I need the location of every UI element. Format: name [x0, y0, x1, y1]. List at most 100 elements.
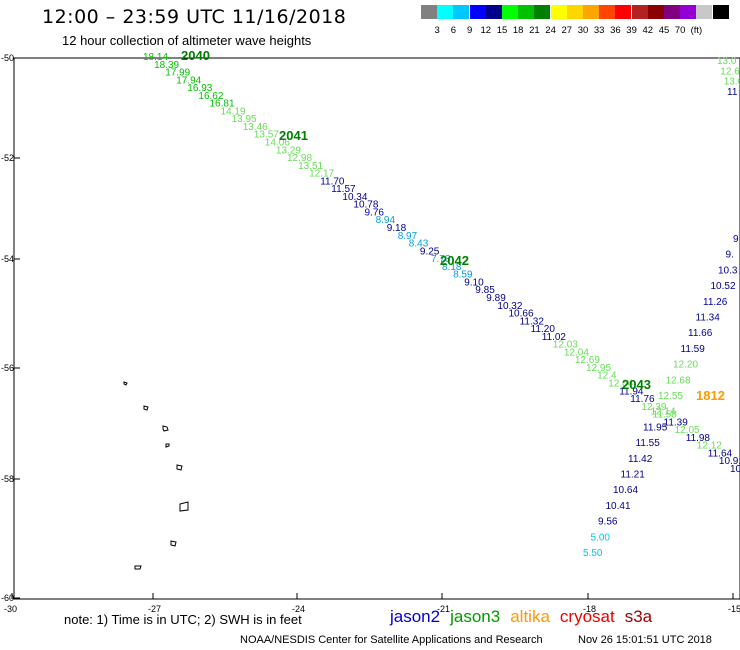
wave-height-label: 10.34 [342, 192, 367, 203]
wave-height-label: 11.39 [664, 417, 689, 428]
wave-height-label: 17.99 [165, 68, 190, 79]
legend-swatch [583, 5, 599, 19]
satellite-legend: jason2 jason3 altika cryosat s3a [390, 607, 662, 627]
pass-time-labels: 2040 2041 2042 2043 1812 [181, 48, 725, 403]
wave-height-label: 11.55 [636, 438, 661, 449]
wave-height-label: 8.18 [442, 262, 462, 273]
legend-swatch [502, 5, 518, 19]
satellite-name: altika [510, 607, 550, 626]
wave-height-label: 18.39 [154, 60, 179, 71]
island-5 [176, 464, 183, 471]
y-tick-label: -52 [1, 153, 14, 163]
legend-label: 18 [512, 25, 524, 36]
wave-height-label: 10.32 [497, 301, 522, 312]
pass-time-label: 1812 [696, 388, 725, 403]
wave-height-label: 12.17 [309, 169, 334, 180]
x-tick-label: -21 [437, 604, 450, 614]
legend-label: 30 [577, 25, 589, 36]
legend-label: 70 [674, 25, 686, 36]
wave-height-label: 12.55 [658, 391, 683, 402]
wave-height-label: 8.59 [453, 270, 473, 281]
x-tick-label: -30 [4, 604, 17, 614]
wave-height-label: 12.98 [287, 153, 312, 164]
wave-height-label: 11.34 [696, 313, 721, 324]
wave-height-label: 11.98 [686, 433, 711, 444]
wave-height-label: 11.58 [653, 410, 678, 421]
wave-height-label: 13.95 [232, 114, 257, 125]
pass-time-label: 2041 [279, 128, 308, 143]
legend-swatch [566, 5, 583, 19]
map-subtitle: 12 hour collection of altimeter wave hei… [62, 33, 312, 48]
wave-height-label: 12.69 [575, 355, 600, 366]
y-tick-label: -58 [1, 474, 14, 484]
wave-height-label: 12.20 [673, 360, 698, 371]
wave-height-label: 10.52 [711, 281, 736, 292]
wave-height-label: 12.03 [553, 340, 578, 351]
wave-height-label: 13.29 [276, 145, 301, 156]
wave-height-label: 12.39 [641, 402, 666, 413]
wave-height-label: 5.50 [583, 548, 603, 559]
legend-label: 12 [480, 25, 492, 36]
wave-height-label: 9.18 [387, 223, 407, 234]
legend-label: (ft) [690, 25, 703, 36]
island-3 [162, 425, 169, 432]
legend-swatch [647, 5, 664, 19]
map-title: 12:00 – 23:59 UTC 11/16/2018 [42, 6, 347, 28]
legend-label: 21 [529, 25, 540, 36]
y-tick-label: -50 [1, 53, 14, 63]
wave-height-label: 10.66 [509, 309, 534, 320]
wave-height-label: 12.6 [720, 66, 740, 77]
legend-label: 6 [450, 25, 457, 36]
island-outlines [123, 381, 189, 570]
wave-height-label: 11.32 [520, 316, 545, 327]
legend-swatch [664, 5, 680, 19]
legend-label: 27 [561, 25, 573, 36]
wave-height-label: 12.04 [564, 347, 589, 358]
legend-label: 3 [434, 25, 440, 36]
wave-height-label: 12.68 [666, 375, 691, 386]
legend-label: 24 [545, 25, 556, 36]
wave-height-label: 8.43 [409, 239, 429, 250]
wave-height-label: 11.42 [628, 454, 653, 465]
wave-height-label: 9.56 [598, 517, 618, 528]
wave-height-label: 13.0 [717, 56, 737, 67]
legend-swatch [518, 5, 535, 19]
wave-height-label: 14.19 [221, 106, 246, 117]
track-jason-ascending: 5.505.009.5610.4110.6411.2111.4211.5511.… [583, 234, 739, 559]
wave-height-label: 12.05 [675, 425, 700, 436]
legend-swatch [680, 5, 697, 19]
wave-height-label: 11.94 [619, 386, 644, 397]
track-edge-partial: 13.012.613.611 [717, 56, 740, 98]
legend-swatch [421, 5, 437, 19]
island-1 [123, 381, 128, 386]
legend-swatch [453, 5, 470, 19]
wave-height-label: 11.76 [630, 394, 655, 405]
wave-height-label: 8.94 [376, 215, 396, 226]
wave-height-label: 13.57 [254, 130, 279, 141]
wave-height-label: 7.73 [431, 254, 451, 265]
legend-label: 9 [466, 25, 473, 36]
legend-swatch [469, 5, 486, 19]
wave-height-label: 10.64 [613, 485, 638, 496]
legend-swatch [550, 5, 567, 19]
island-2 [143, 405, 149, 411]
legend-swatch [696, 5, 713, 19]
island-6 [179, 501, 189, 512]
y-tick-label: -56 [1, 363, 14, 373]
wave-height-label: 16.81 [210, 99, 235, 110]
y-tick-label: -54 [1, 254, 14, 264]
wave-height-label: 9.85 [475, 285, 495, 296]
legend-label: 15 [496, 25, 508, 36]
wave-height-label: 18.14 [143, 52, 168, 63]
wave-height-label: 12.14 [651, 407, 676, 418]
y-tick-label: -60 [1, 593, 14, 603]
wave-height-label: 12.4 [597, 371, 617, 382]
footer-timestamp: Nov 26 15:01:51 UTC 2018 [578, 634, 712, 646]
wave-height-label: 5.00 [591, 532, 611, 543]
wave-height-label: 14.06 [265, 138, 290, 149]
wave-height-label: 9 [733, 234, 739, 245]
satellite-name: jason2 [390, 607, 441, 626]
legend-swatch [437, 5, 454, 19]
satellite-name: cryosat [559, 607, 615, 626]
